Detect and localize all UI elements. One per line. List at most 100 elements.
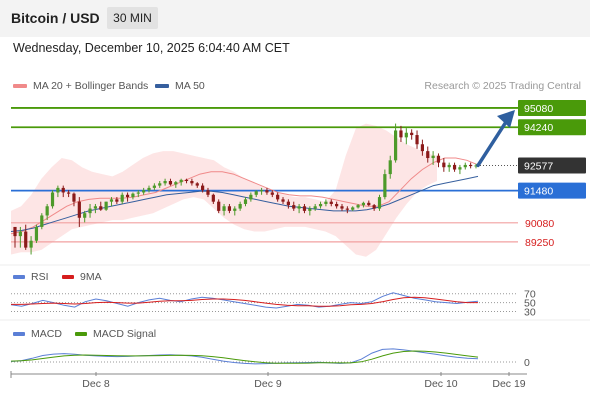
candle bbox=[388, 155, 392, 179]
candle-body bbox=[324, 201, 328, 204]
candle-body bbox=[29, 240, 33, 248]
candle bbox=[393, 123, 398, 163]
candle bbox=[259, 187, 264, 195]
candle bbox=[163, 178, 167, 186]
legend-ma50-label: MA 50 bbox=[175, 80, 205, 92]
candle bbox=[77, 197, 81, 227]
candle-body bbox=[249, 194, 253, 200]
candle-body bbox=[67, 192, 71, 194]
candle-body bbox=[211, 194, 215, 202]
candle-body bbox=[254, 191, 258, 195]
candle-body bbox=[56, 187, 60, 193]
candle-body bbox=[474, 165, 478, 167]
candle-body bbox=[168, 181, 173, 185]
candle bbox=[340, 203, 344, 211]
candle bbox=[147, 185, 151, 193]
candle-body bbox=[125, 194, 130, 198]
level-tag-resistance bbox=[518, 99, 586, 116]
candle bbox=[469, 162, 473, 169]
candle bbox=[83, 210, 87, 223]
candle bbox=[458, 164, 462, 175]
candle bbox=[318, 201, 323, 209]
candle-body bbox=[174, 182, 178, 185]
candle bbox=[436, 153, 441, 168]
candle bbox=[168, 178, 173, 186]
x-tick-label: Dec 8 bbox=[82, 378, 110, 390]
candle bbox=[131, 192, 135, 200]
candle bbox=[34, 224, 39, 244]
legend-macd-signal: MACD Signal bbox=[75, 328, 156, 340]
candle-body bbox=[40, 215, 44, 227]
rsi-tick-label: 50 bbox=[524, 298, 536, 310]
candle bbox=[276, 192, 280, 202]
candle bbox=[13, 226, 17, 248]
candle-body bbox=[452, 164, 457, 170]
candle-body bbox=[243, 199, 248, 204]
candle bbox=[217, 199, 221, 214]
candle-body bbox=[286, 201, 290, 206]
candle-body bbox=[404, 132, 408, 138]
candle-body bbox=[442, 162, 446, 168]
chart-timestamp: Wednesday, December 10, 2025 6:04:40 AM … bbox=[13, 41, 290, 55]
candle bbox=[426, 146, 430, 163]
candle bbox=[195, 182, 199, 188]
candle-body bbox=[431, 155, 435, 159]
candle-body bbox=[120, 194, 124, 202]
ma20-swatch bbox=[13, 84, 27, 89]
candle-body bbox=[436, 155, 441, 163]
candle-body bbox=[318, 203, 323, 207]
candle-body bbox=[45, 206, 49, 216]
timeframe-button[interactable]: 30 MIN bbox=[107, 7, 158, 29]
candle bbox=[125, 192, 130, 202]
candle bbox=[447, 162, 451, 172]
candle-body bbox=[227, 206, 232, 211]
candle-body bbox=[238, 203, 242, 209]
candle bbox=[372, 203, 376, 211]
candle bbox=[233, 206, 237, 216]
copyright-text: Research © 2025 Trading Central bbox=[424, 80, 581, 92]
candle-body bbox=[115, 199, 119, 202]
legend-rsi-ma-label: 9MA bbox=[80, 271, 102, 283]
candle-body bbox=[313, 206, 317, 209]
candle-body bbox=[302, 206, 307, 211]
candle-body bbox=[393, 130, 398, 161]
rsi-tick-label: 70 bbox=[524, 289, 536, 301]
level-tag-resistance bbox=[518, 119, 586, 136]
legend-rsi: RSI bbox=[13, 271, 49, 283]
rsi-tick-label: 30 bbox=[524, 307, 536, 319]
rsi-swatch bbox=[13, 275, 25, 280]
current-price-label: 92577 bbox=[524, 160, 553, 172]
ma50-swatch bbox=[155, 84, 169, 89]
legend-ma20: MA 20 + Bollinger Bands bbox=[13, 80, 148, 92]
candle bbox=[227, 203, 232, 214]
candle bbox=[415, 130, 419, 149]
candle-body bbox=[415, 135, 419, 145]
macd-signal-swatch bbox=[75, 332, 87, 337]
candle bbox=[313, 203, 317, 211]
candle bbox=[270, 190, 274, 198]
candle-body bbox=[377, 197, 382, 209]
candle-body bbox=[83, 213, 87, 218]
candle bbox=[56, 185, 60, 198]
candle bbox=[93, 203, 98, 214]
legend-ma20-label: MA 20 + Bollinger Bands bbox=[33, 80, 149, 92]
candle bbox=[377, 194, 382, 211]
candle-body bbox=[469, 164, 473, 167]
candle bbox=[238, 201, 242, 211]
candle-body bbox=[372, 205, 376, 209]
macd-swatch bbox=[13, 332, 25, 337]
candle bbox=[302, 203, 307, 214]
candle bbox=[297, 203, 301, 214]
candle-body bbox=[190, 181, 194, 184]
candle-body bbox=[356, 205, 360, 208]
candle bbox=[184, 178, 189, 184]
candle bbox=[474, 163, 478, 169]
candle-body bbox=[335, 203, 339, 207]
candle bbox=[120, 192, 124, 204]
candle bbox=[99, 201, 103, 211]
candle bbox=[345, 206, 349, 214]
candle-body bbox=[88, 208, 92, 214]
candle bbox=[206, 187, 210, 198]
candle bbox=[399, 125, 403, 142]
